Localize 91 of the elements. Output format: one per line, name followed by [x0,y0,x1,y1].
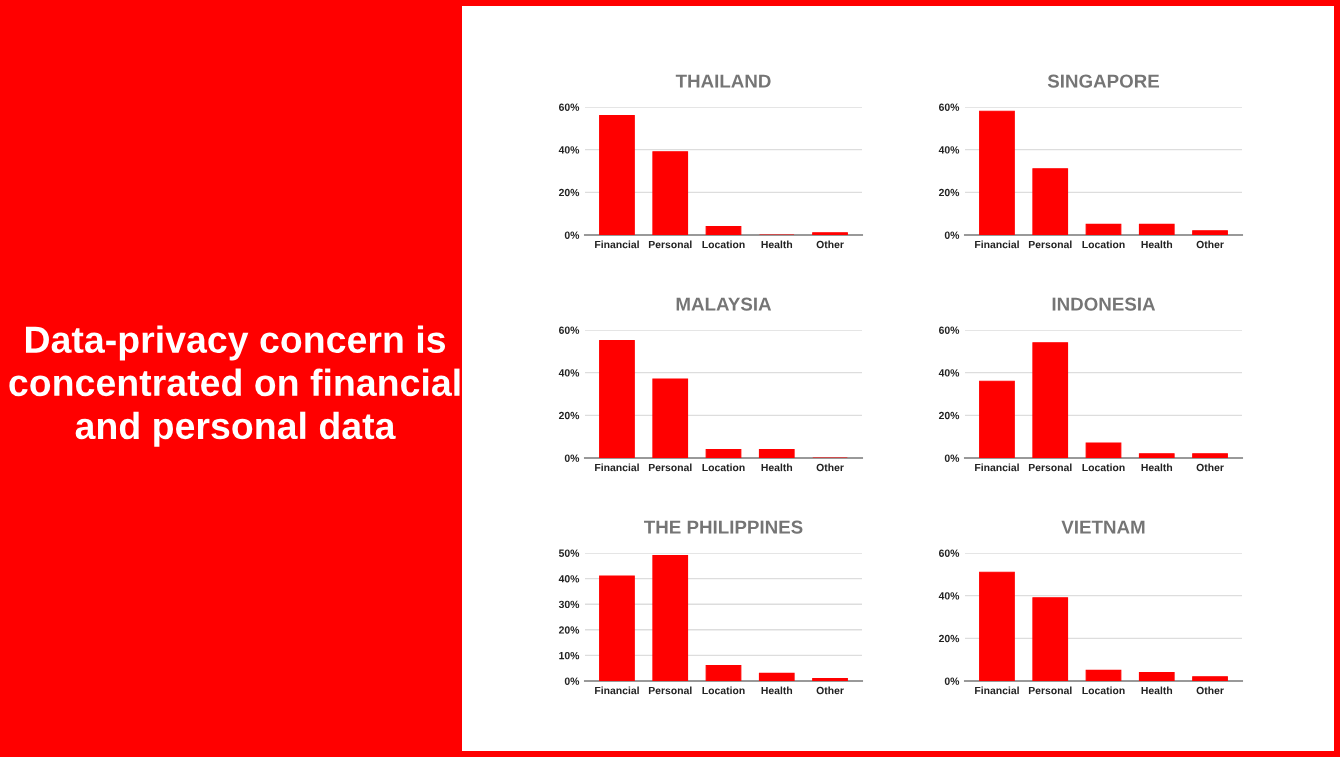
bar [1138,453,1175,458]
y-tick-label: 40% [558,146,580,154]
y-tick-label: 20% [558,626,580,634]
y-tick-label: 20% [938,634,960,643]
bar [1032,168,1069,235]
bar [652,378,689,458]
bar [1085,669,1122,681]
y-tick-label: 0% [944,677,960,685]
y-tick-label: 40% [938,369,960,377]
bar [599,114,635,235]
x-tick-label: Personal [1028,463,1072,472]
bar [758,448,795,458]
x-tick-label: Other [816,463,844,472]
y-tick-label: 40% [938,592,960,600]
bar [1032,342,1069,458]
chart-title: THE PHILIPPINES [644,520,803,534]
bar [758,672,795,681]
bar [1192,453,1228,458]
x-tick-label: Personal [648,240,692,249]
bar [1085,223,1122,235]
y-tick-label: 60% [558,103,580,111]
bar [705,448,742,458]
x-tick-label: Personal [1028,240,1072,249]
y-tick-label: 0% [564,677,580,685]
bar [979,571,1015,681]
y-tick-label: 30% [558,600,580,609]
x-tick-label: Financial [595,463,639,472]
x-tick-label: Location [702,240,745,249]
bar [812,677,848,681]
x-tick-label: Other [816,686,844,695]
chart-title: INDONESIA [1052,297,1156,311]
bar [812,232,848,235]
bar [979,110,1015,235]
y-tick-label: 60% [558,326,580,334]
y-tick-label: 40% [558,575,580,583]
x-tick-label: Financial [975,463,1019,472]
x-tick-label: Other [816,240,844,249]
x-tick-label: Health [761,240,793,249]
y-tick-label: 20% [558,188,580,197]
x-tick-label: Location [1082,463,1125,472]
bar [599,575,635,681]
y-tick-label: 0% [564,454,580,462]
x-tick-label: Financial [975,686,1019,695]
bar [1192,230,1228,235]
y-tick-label: 40% [558,369,580,377]
y-tick-label: 0% [564,231,580,239]
bar [1138,671,1175,681]
y-tick-label: 60% [938,103,960,111]
x-tick-label: Location [702,463,745,472]
x-tick-label: Location [702,686,745,695]
bar [1192,676,1228,681]
y-tick-label: 50% [558,549,580,557]
x-tick-label: Financial [595,686,639,695]
bar [652,151,689,235]
y-tick-label: 60% [938,549,960,557]
x-tick-label: Personal [1028,686,1072,695]
x-tick-label: Health [1141,463,1173,472]
y-tick-label: 20% [938,411,960,420]
x-tick-label: Health [1141,686,1173,695]
bar [652,555,689,681]
chart-title: MALAYSIA [676,297,772,311]
bar [599,340,635,458]
y-tick-label: 60% [938,326,960,334]
y-tick-label: 0% [944,231,960,239]
text: Data-privacy concern is concentrated on financial and personal data [9,325,460,447]
x-tick-label: Financial [975,240,1019,249]
y-tick-label: 10% [559,651,580,660]
bar [1085,442,1122,458]
chart-title: THAILAND [675,74,771,88]
x-tick-label: Personal [648,686,692,695]
bar [979,380,1015,458]
x-tick-label: Location [1082,240,1125,249]
x-tick-label: Health [761,463,793,472]
chart-title: SINGAPORE [1047,74,1160,88]
x-tick-label: Other [1196,686,1224,695]
x-tick-label: Health [761,686,793,695]
bar [705,225,742,235]
y-tick-label: 40% [938,146,960,154]
bar [1138,223,1175,235]
x-tick-label: Health [1141,240,1173,249]
bar [1032,597,1069,681]
x-tick-label: Personal [648,463,692,472]
chart-title: VIETNAM [1061,520,1145,534]
x-tick-label: Financial [595,240,639,249]
x-tick-label: Other [1196,240,1224,249]
y-tick-label: 20% [938,188,960,197]
y-tick-label: 20% [558,411,580,420]
bar [705,665,742,681]
x-tick-label: Location [1082,686,1125,695]
x-tick-label: Other [1196,463,1224,472]
y-tick-label: 0% [944,454,960,462]
